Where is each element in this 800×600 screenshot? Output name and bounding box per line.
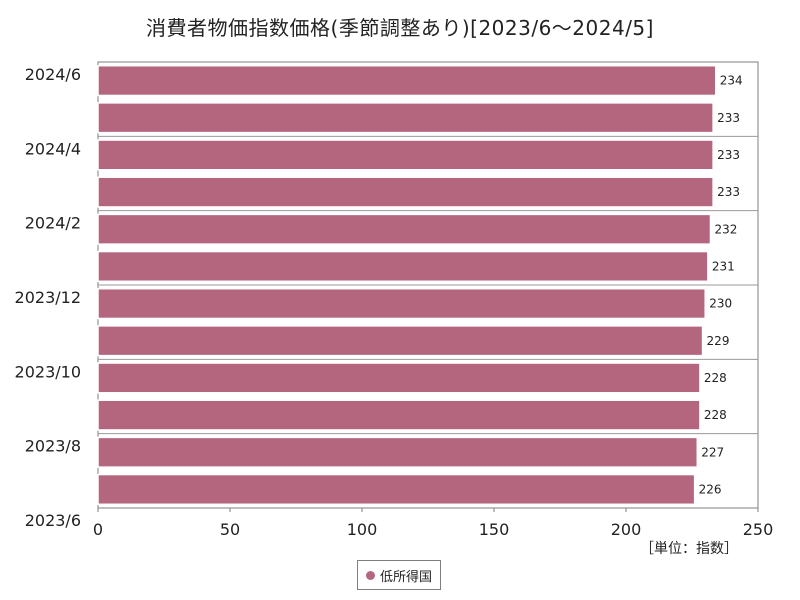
data-label: 229 xyxy=(707,334,730,348)
data-label: 227 xyxy=(701,445,724,459)
chart-title: 消費者物価指数価格(季節調整あり)[2023/6～2024/5] xyxy=(146,16,654,40)
legend: 低所得国 xyxy=(357,560,442,590)
x-tick-label: 200 xyxy=(611,520,642,539)
data-label: 233 xyxy=(717,148,740,162)
x-tick-label: 150 xyxy=(479,520,510,539)
unit-label: ［単位：指数］ xyxy=(640,541,738,557)
bar xyxy=(97,473,696,506)
bar xyxy=(97,436,699,468)
y-tick-label: 2023/8 xyxy=(25,437,81,456)
data-label: 231 xyxy=(712,259,735,273)
y-tick-label: 2024/2 xyxy=(25,214,81,233)
bar xyxy=(97,399,701,431)
bar xyxy=(97,325,704,357)
y-tick-label: 2023/10 xyxy=(15,362,81,381)
data-label: 232 xyxy=(714,222,737,236)
data-label: 234 xyxy=(720,74,743,88)
data-label: 233 xyxy=(717,111,740,125)
data-label: 228 xyxy=(704,408,727,422)
data-label: 233 xyxy=(717,185,740,199)
data-label: 228 xyxy=(704,371,727,385)
x-tick-label: 250 xyxy=(743,520,774,539)
x-tick-label: 50 xyxy=(220,520,240,539)
bar xyxy=(97,176,714,208)
legend-label: 低所得国 xyxy=(380,569,433,585)
bar xyxy=(97,250,709,283)
bar xyxy=(97,287,706,320)
x-tick-label: 100 xyxy=(347,520,378,539)
x-tick-label: 0 xyxy=(93,520,103,539)
bar xyxy=(97,213,712,245)
y-tick-label: 2023/12 xyxy=(15,288,81,307)
bar xyxy=(97,102,714,134)
y-tick-label: 2024/6 xyxy=(25,65,81,84)
bar xyxy=(97,64,717,97)
data-label: 230 xyxy=(709,297,732,311)
y-tick-label: 2024/4 xyxy=(25,139,81,158)
bar xyxy=(97,139,714,171)
data-label: 226 xyxy=(699,482,722,496)
y-tick-label: 2023/6 xyxy=(25,511,81,530)
bar xyxy=(97,362,701,394)
legend-swatch-icon xyxy=(366,570,375,580)
